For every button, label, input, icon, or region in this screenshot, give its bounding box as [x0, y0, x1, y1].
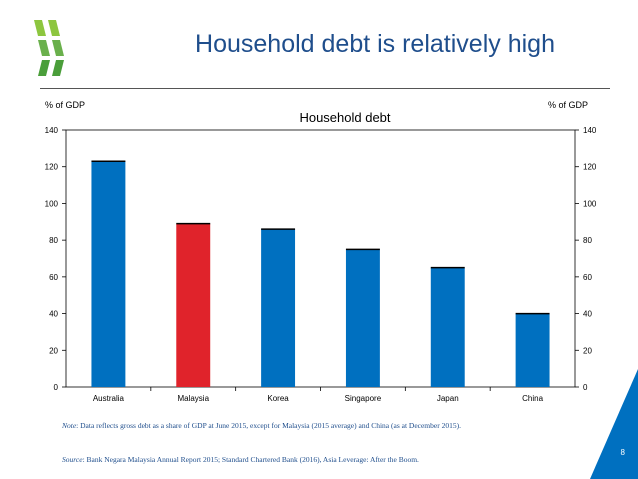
bar-japan: [430, 267, 465, 387]
source-label: Source: [62, 455, 83, 464]
logo-stripe-5: [38, 60, 50, 76]
y-tick-label-left: 60: [49, 273, 58, 282]
household-debt-chart: Household debt % of GDP % of GDP 0 0 20 20 4…: [45, 100, 597, 403]
bar-singapore: [345, 249, 380, 387]
slide-title: Household debt is relatively high: [195, 30, 555, 58]
y-tick-label-left: 20: [49, 346, 58, 355]
y-tick-label-right: 80: [583, 236, 592, 245]
oecd-logo: [34, 20, 64, 76]
logo-stripe-1: [34, 20, 46, 36]
chart-title: Household debt: [299, 110, 390, 125]
bar-malaysia: [176, 223, 211, 387]
y-tick-label-right: 40: [583, 310, 592, 319]
y-tick-label-left: 80: [49, 236, 58, 245]
chart-source: Source: Bank Negara Malaysia Annual Repo…: [62, 455, 582, 464]
y-tick-label-right: 100: [583, 199, 597, 208]
plot-frame: [65, 129, 576, 388]
y-tick-label-right: 140: [583, 126, 597, 135]
logo-stripe-4: [52, 40, 64, 56]
page-number: 8: [620, 448, 625, 457]
x-tick-label: Australia: [93, 394, 125, 403]
y-axis-label-right: % of GDP: [548, 100, 588, 110]
chart-note: Note: Data reflects gross debt as a shar…: [62, 421, 602, 430]
x-tick-label: China: [522, 394, 543, 403]
bar-korea: [261, 229, 296, 387]
y-tick-label-left: 140: [45, 126, 59, 135]
logo-stripe-6: [52, 60, 64, 76]
bar-australia: [91, 161, 126, 387]
source-text: : Bank Negara Malaysia Annual Report 201…: [82, 455, 419, 464]
y-tick-label-right: 0: [583, 383, 588, 392]
logo-stripe-3: [38, 40, 50, 56]
title-divider: [40, 88, 610, 89]
note-label: Note: [62, 421, 77, 430]
x-tick-label: Malaysia: [177, 394, 209, 403]
y-tick-label-left: 100: [45, 199, 59, 208]
x-tick-label: Singapore: [345, 394, 382, 403]
logo-stripe-2: [48, 20, 60, 36]
y-axis-label-left: % of GDP: [45, 100, 85, 110]
note-text: : Data reflects gross debt as a share of…: [76, 421, 461, 430]
y-tick-label-right: 20: [583, 346, 592, 355]
y-tick-label-left: 120: [45, 163, 59, 172]
x-tick-label: Japan: [437, 394, 459, 403]
corner-accent: [590, 369, 638, 479]
y-tick-label-left: 0: [54, 383, 59, 392]
x-tick-label: Korea: [267, 394, 289, 403]
y-tick-label-right: 60: [583, 273, 592, 282]
y-tick-label-right: 120: [583, 163, 597, 172]
bar-china: [515, 313, 550, 387]
y-tick-label-left: 40: [49, 310, 58, 319]
